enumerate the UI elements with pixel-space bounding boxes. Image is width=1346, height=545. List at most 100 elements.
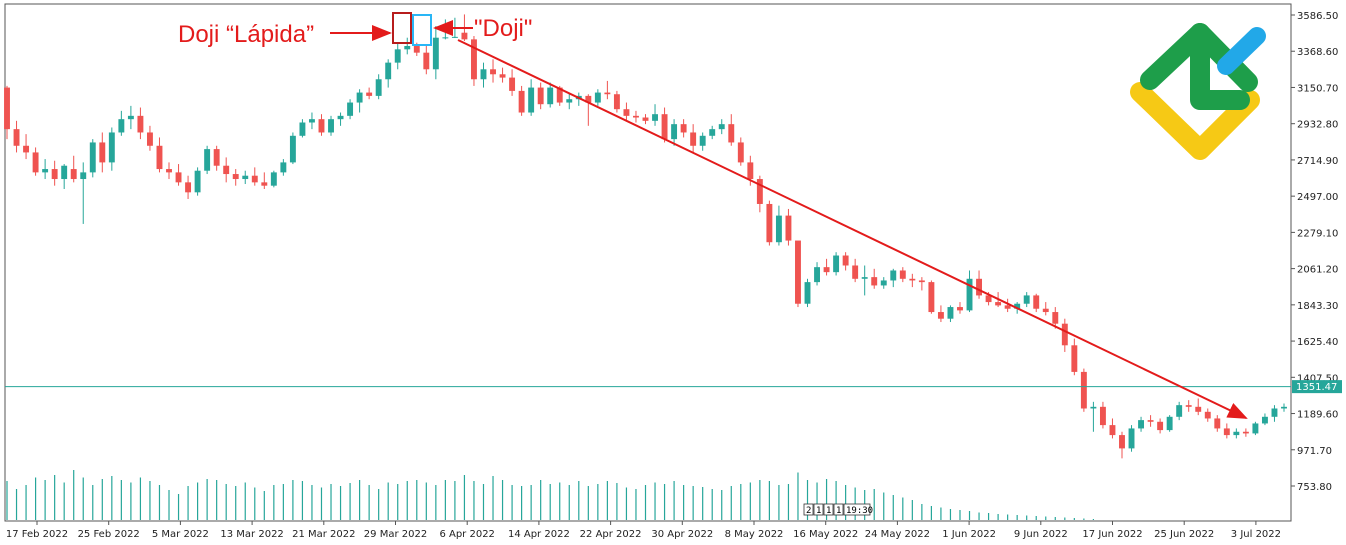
candle-body: [766, 203, 773, 243]
mini-toolbar-cell[interactable]: [843, 503, 871, 516]
current-price-tag: [1292, 380, 1342, 394]
candle-body: [432, 37, 439, 70]
candle-body: [1042, 308, 1049, 313]
candle-body: [166, 169, 172, 173]
candle-body: [280, 162, 287, 173]
x-tick-label: 29 Mar 2022: [364, 529, 427, 540]
candle-body: [671, 124, 678, 140]
y-tick-label: 1189.60: [1297, 410, 1338, 421]
candle-body: [490, 69, 496, 75]
candle-body: [1128, 428, 1135, 449]
x-tick-label: 17 Jun 2022: [1082, 529, 1142, 540]
candle-body: [42, 169, 49, 173]
candle-body: [1147, 420, 1154, 422]
candle-body: [385, 62, 392, 80]
mini-toolbar-cell[interactable]: [803, 503, 814, 516]
candle-body: [471, 39, 477, 80]
mini-toolbar[interactable]: 2 1 1 1 19:30: [803, 503, 873, 516]
candle-body: [1109, 425, 1116, 436]
candle-body: [833, 255, 840, 273]
candle-body: [242, 175, 249, 180]
x-axis: 17 Feb 2022 25 Feb 2022 5 Mar 2022 13 Mar 2…: [6, 521, 1281, 540]
candle-body: [633, 115, 639, 118]
candle-body: [4, 87, 10, 130]
mini-toolbar-cell[interactable]: [813, 503, 824, 516]
candle-body: [623, 109, 630, 116]
annotation-doji-lapida: Doji “Lápida”: [178, 21, 314, 48]
candle-body: [718, 124, 725, 130]
y-tick-label: 3150.70: [1297, 83, 1338, 94]
candle-body: [976, 278, 982, 296]
candle-body: [728, 124, 735, 143]
candle-body: [337, 115, 344, 120]
candle-body: [1004, 305, 1011, 309]
x-tick-label: 3 Jul 2022: [1231, 529, 1281, 540]
candle-body: [1185, 405, 1192, 407]
candle-body: [613, 94, 620, 110]
candle-body: [375, 79, 382, 96]
y-tick-label: 1407.50: [1297, 373, 1338, 384]
candle-body: [347, 102, 354, 116]
y-tick-label: 2714.90: [1297, 156, 1338, 167]
candle-body: [604, 92, 611, 95]
candle-body: [995, 302, 1002, 306]
candle-body: [947, 307, 954, 319]
candle-body: [852, 265, 859, 279]
y-tick-label: 3586.50: [1297, 11, 1338, 22]
y-tick-label: 3368.60: [1297, 47, 1338, 58]
candle-body: [699, 135, 706, 146]
candle-body: [356, 92, 363, 103]
candle-body: [756, 179, 763, 204]
volume-bars: [6, 470, 1095, 520]
candle-body: [80, 172, 87, 180]
mini-toolbar-cell[interactable]: [833, 503, 844, 516]
candle-body: [175, 172, 182, 183]
candle-body: [899, 270, 906, 279]
y-tick-label: 2497.00: [1297, 192, 1338, 203]
y-tick-label: 1843.30: [1297, 301, 1338, 312]
candle-body: [1271, 408, 1278, 417]
candle-body: [1204, 411, 1211, 419]
candle-body: [1281, 406, 1287, 409]
y-tick-label: 2932.80: [1297, 120, 1338, 131]
mini-toolbar-label: 1: [816, 506, 821, 516]
candle-body: [404, 46, 411, 50]
candlesticks: [4, 14, 1287, 459]
candle-body: [785, 215, 792, 241]
candle-body: [366, 92, 373, 96]
x-tick-label: 24 May 2022: [865, 529, 930, 540]
candle-body: [118, 119, 125, 133]
y-tick-label: 2279.10: [1297, 228, 1338, 239]
candle-body: [1071, 345, 1078, 372]
candle-body: [1099, 406, 1106, 426]
candle-body: [747, 162, 754, 180]
x-tick-label: 17 Feb 2022: [6, 529, 68, 540]
candle-body: [1080, 371, 1087, 409]
candle-body: [842, 255, 849, 266]
candle-body: [13, 129, 20, 146]
x-tick-label: 8 May 2022: [725, 529, 784, 540]
candle-body: [204, 149, 211, 171]
mini-toolbar-label: 2: [806, 506, 811, 516]
x-tick-label: 21 Mar 2022: [292, 529, 355, 540]
candle-body: [937, 312, 944, 319]
candle-body: [928, 282, 935, 313]
candle-body: [442, 37, 449, 39]
candle-body: [146, 132, 153, 146]
candle-body: [1061, 323, 1068, 346]
candle-body: [1090, 406, 1097, 409]
candle-body: [823, 267, 830, 273]
candle-body: [1033, 295, 1040, 309]
candle-body: [985, 295, 992, 303]
candle-body: [918, 280, 925, 283]
candle-body: [680, 124, 687, 133]
mini-toolbar-cell[interactable]: [823, 503, 834, 516]
candle-body: [1233, 431, 1240, 436]
x-tick-label: 25 Jun 2022: [1154, 529, 1214, 540]
candle-body: [737, 142, 744, 163]
candle-body: [185, 182, 192, 193]
candle-body: [461, 32, 468, 40]
candle-body: [270, 172, 277, 186]
x-tick-label: 25 Feb 2022: [78, 529, 140, 540]
candle-body: [1252, 423, 1259, 434]
